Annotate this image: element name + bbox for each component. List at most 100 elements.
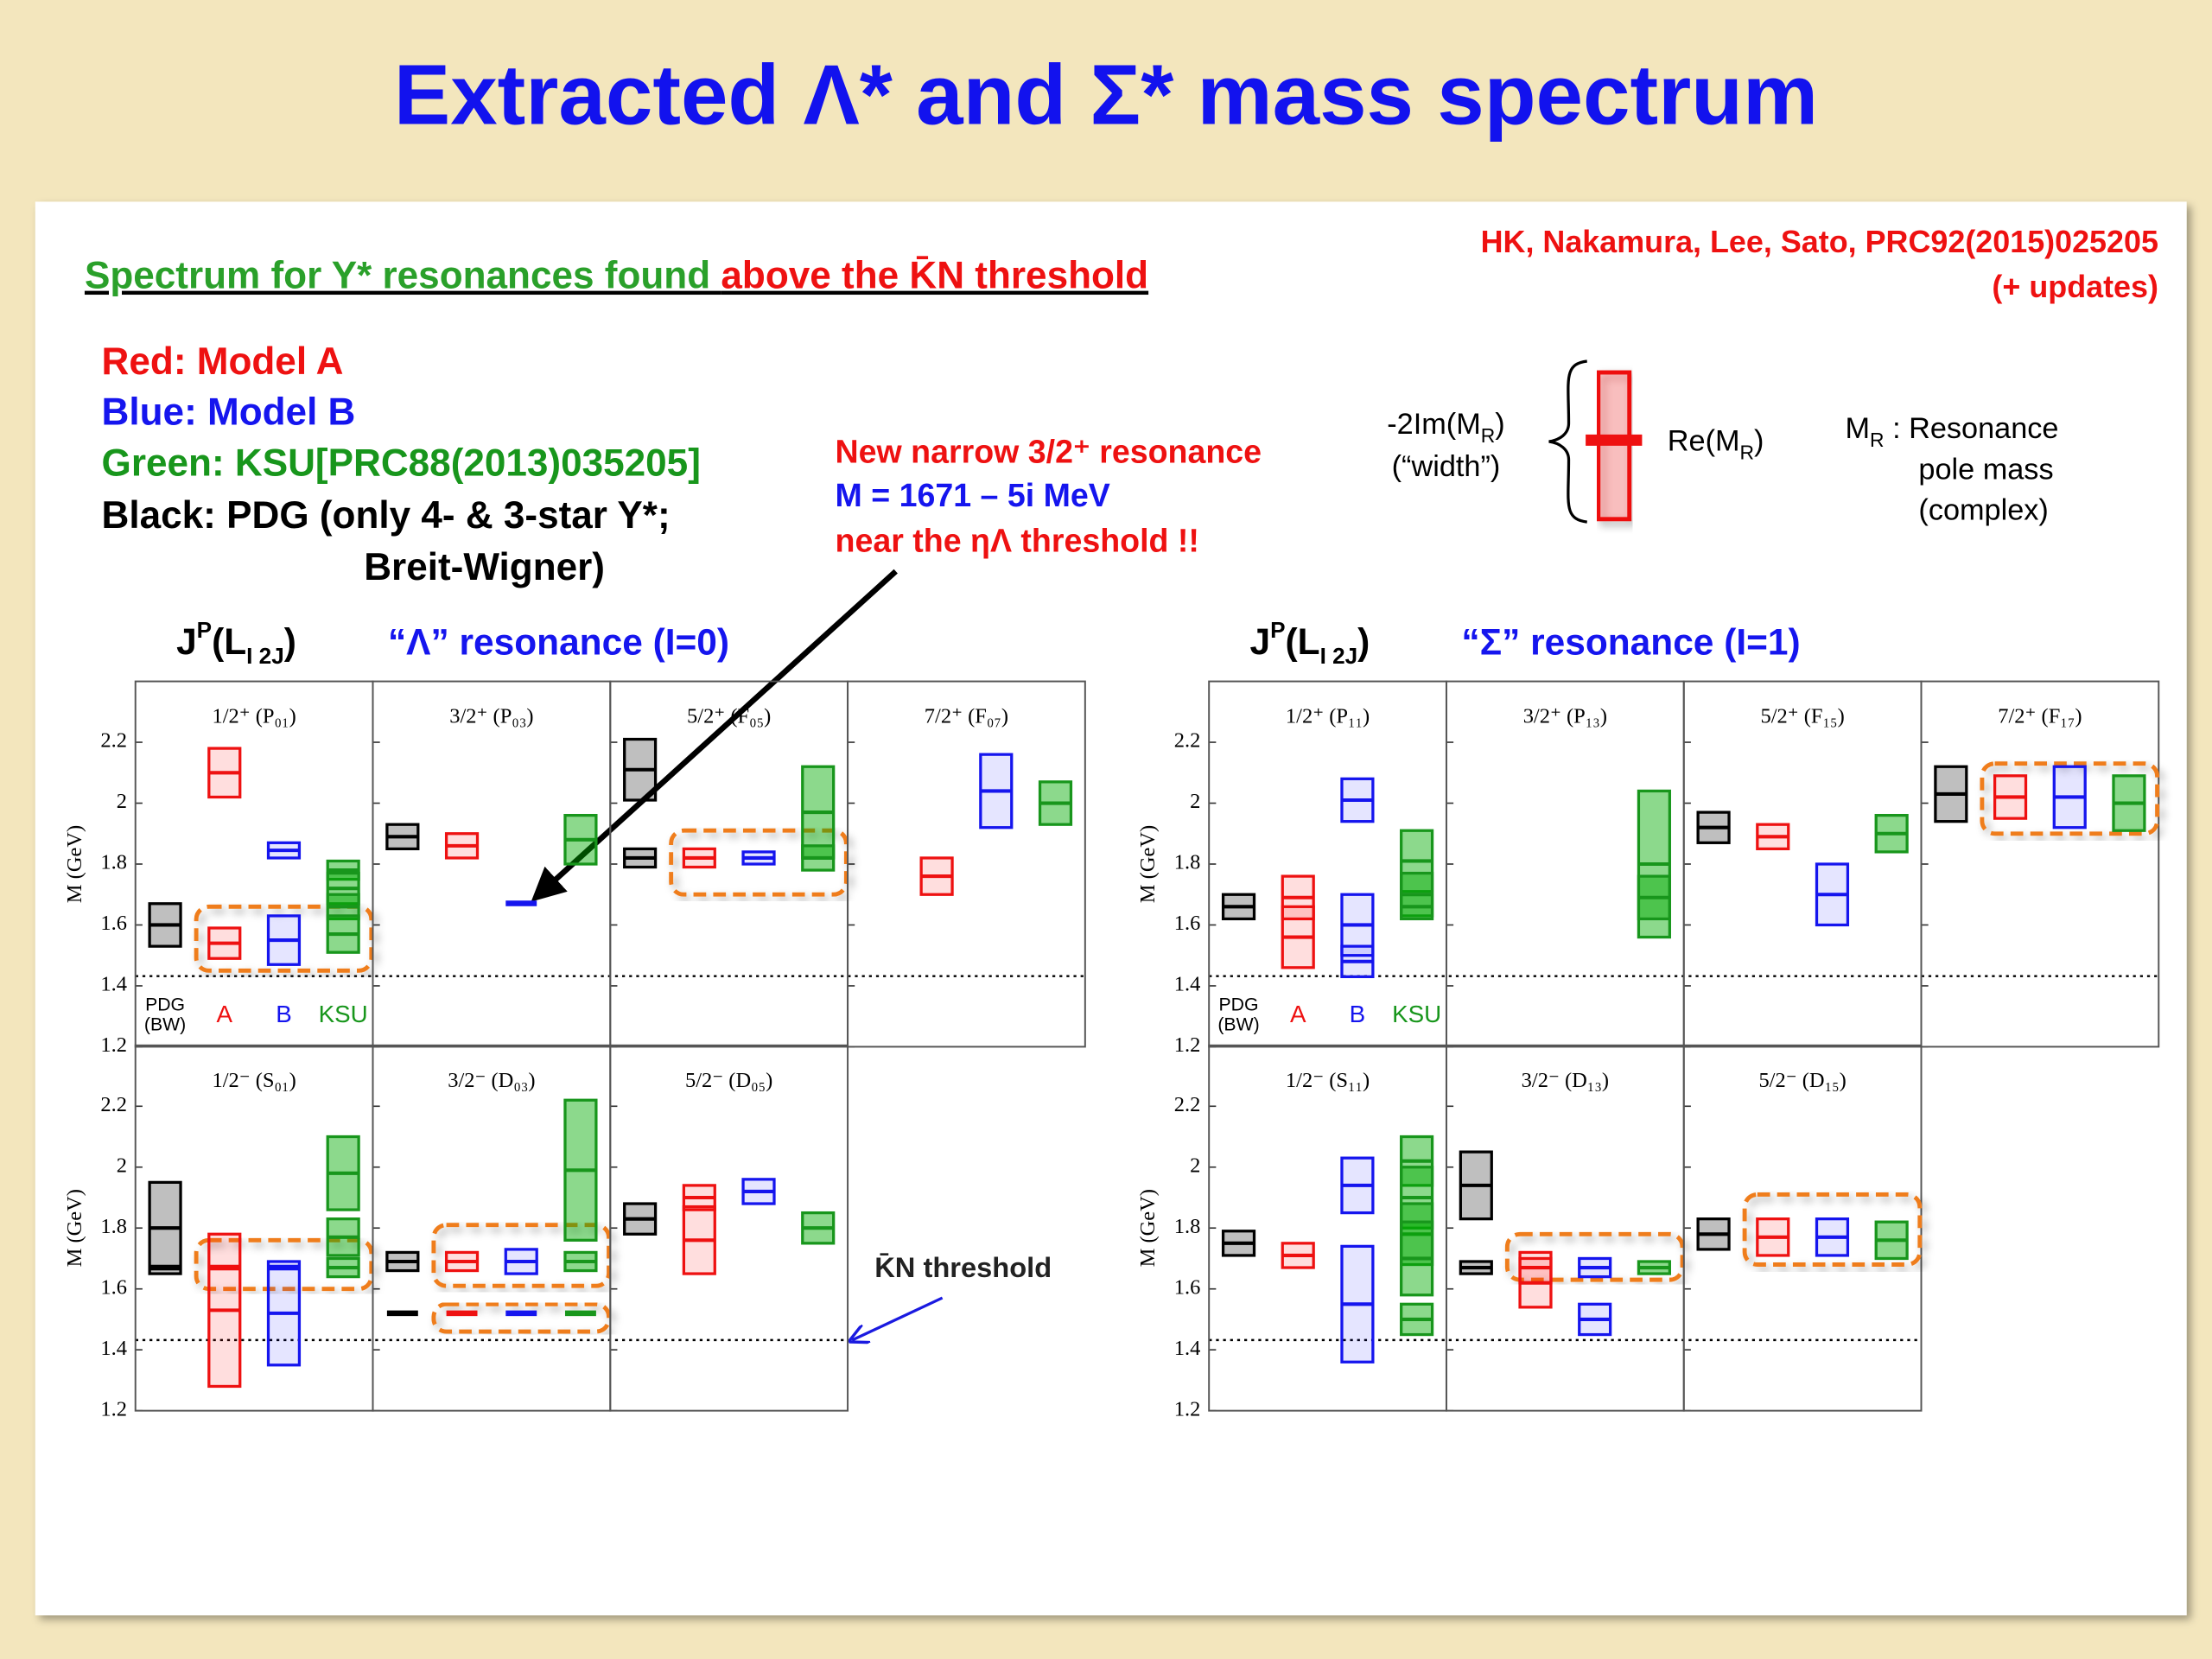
legend-line: Blue: Model B xyxy=(102,391,356,434)
highlight xyxy=(431,1301,612,1334)
y-tick-label: 1.6 xyxy=(1174,912,1201,935)
y-tick-label: 2 xyxy=(1190,1154,1200,1177)
y-tick-label: 1.2 xyxy=(1174,1397,1201,1421)
y-tick-label: 2.2 xyxy=(1174,1093,1201,1116)
y-axis-label: M (GeV) xyxy=(1136,825,1160,903)
panel-label: 1/2⁺ (P₁₁) xyxy=(1286,705,1370,728)
header-part: (L xyxy=(212,621,246,662)
series-label: PDG xyxy=(1219,995,1259,1015)
header-part: I 2J xyxy=(1320,643,1358,669)
panel-label: 3/2⁺ (P₁₃) xyxy=(1523,705,1607,728)
y-tick-label: 1.8 xyxy=(1174,851,1201,874)
y-tick-label: 2 xyxy=(117,790,127,813)
slide-title: Extracted Λ* and Σ* mass spectrum xyxy=(394,47,1818,142)
chart-header: JP(LI 2J) xyxy=(1250,617,1370,669)
panel-label: 5/2⁻ (D₀₅) xyxy=(685,1069,772,1092)
highlight xyxy=(1504,1231,1685,1282)
y-axis-label: M (GeV) xyxy=(63,825,86,903)
series-label: A xyxy=(217,1001,233,1027)
brace xyxy=(1548,359,1587,524)
annotation: near the ηΛ threshold !! xyxy=(836,522,1199,558)
panel-label: 1/2⁻ (S₀₁) xyxy=(212,1069,296,1092)
panel-frame xyxy=(847,680,1086,1048)
series-label: B xyxy=(276,1001,292,1027)
header-part: I 2J xyxy=(246,643,284,669)
y-axis-label: M (GeV) xyxy=(63,1189,86,1267)
y-tick-label: 2 xyxy=(1190,790,1200,813)
threshold-label: K̄N threshold xyxy=(874,1251,1052,1283)
series-label: KSU xyxy=(319,1001,368,1027)
panel-label: 1/2⁺ (P₀₁) xyxy=(212,705,296,728)
y-tick-label: 1.4 xyxy=(100,973,127,996)
panel-label: 7/2⁺ (F₁₇) xyxy=(1998,705,2082,728)
re-label: Re(MR) xyxy=(1668,425,1764,464)
y-tick-label: 1.4 xyxy=(1174,1337,1201,1360)
text: -2Im(M xyxy=(1387,408,1481,441)
subtitle: Spectrum for Y* resonances found above t… xyxy=(85,254,1148,296)
panel-label: 1/2⁻ (S₁₁) xyxy=(1286,1069,1370,1092)
y-tick-label: 2.2 xyxy=(1174,729,1201,753)
threshold-arrow xyxy=(852,1296,944,1340)
text: Re(M xyxy=(1668,425,1740,458)
chart-header: JP(LI 2J) xyxy=(176,617,296,669)
reference: (+ updates) xyxy=(1992,269,2158,304)
mr-label: MR : Resonance xyxy=(1846,412,2059,451)
subscript: R xyxy=(1870,429,1885,451)
legend-line: Breit-Wigner) xyxy=(364,546,605,588)
y-tick-label: 2.2 xyxy=(100,729,127,753)
legend-line: Green: KSU[PRC88(2013)035205] xyxy=(102,442,701,484)
header-part: J xyxy=(176,621,197,662)
panel-label: 5/2⁺ (F₀₅) xyxy=(687,705,771,728)
y-tick-label: 1.2 xyxy=(1174,1033,1201,1057)
highlight xyxy=(1980,761,2160,836)
y-tick-label: 1.8 xyxy=(100,851,127,874)
content-panel xyxy=(35,201,2187,1616)
y-tick-label: 1.6 xyxy=(1174,1275,1201,1299)
annotation: M = 1671 – 5i MeV xyxy=(836,477,1110,513)
subtitle-green: Spectrum for Y* resonances found xyxy=(85,254,721,296)
header-part: (L xyxy=(1286,621,1320,662)
header-part: ) xyxy=(1357,621,1370,662)
y-tick-label: 2.2 xyxy=(100,1093,127,1116)
panel-frame xyxy=(1920,680,2160,1048)
panel-label: 3/2⁻ (D₁₃) xyxy=(1522,1069,1609,1092)
series-label: KSU xyxy=(1392,1001,1441,1027)
series-label: A xyxy=(1290,1001,1306,1027)
text: ) xyxy=(1495,408,1504,441)
highlight xyxy=(194,904,374,973)
highlight xyxy=(1742,1192,1923,1267)
legend-box xyxy=(1596,370,1632,522)
subtitle-red: above the K̄N threshold xyxy=(721,254,1148,296)
y-tick-label: 1.4 xyxy=(1174,973,1201,996)
highlight xyxy=(194,1237,374,1292)
header-part: P xyxy=(1270,617,1285,643)
text: ) xyxy=(1754,425,1764,458)
reference: HK, Nakamura, Lee, Sato, PRC92(2015)0252… xyxy=(1481,224,2158,259)
im-label: -2Im(MR) xyxy=(1387,408,1504,447)
series-label: B xyxy=(1350,1001,1366,1027)
chart: JP(LI 2J) “Λ” resonance (I=0) M (GeV) 1.2 1.… xyxy=(63,617,1086,1421)
highlight xyxy=(431,1223,612,1288)
subscript: R xyxy=(1481,424,1495,447)
y-tick-label: 1.2 xyxy=(100,1033,127,1057)
y-tick-label: 2 xyxy=(117,1154,127,1177)
text: M xyxy=(1846,412,1871,445)
series-label: PDG xyxy=(145,995,185,1015)
subscript: R xyxy=(1740,442,1754,464)
chart: JP(LI 2J) “Σ” resonance (I=1) M (GeV) 1.2 1.… xyxy=(1136,617,2160,1421)
chart-title: “Σ” resonance (I=1) xyxy=(1461,621,1800,662)
annotation: New narrow 3/2⁺ resonance xyxy=(836,434,1262,470)
panel-label: 3/2⁺ (P₀₃) xyxy=(449,705,533,728)
width-word: (“width”) xyxy=(1392,450,1501,483)
panel-label: 5/2⁺ (F₁₅) xyxy=(1760,705,1844,728)
y-axis-label: M (GeV) xyxy=(1136,1189,1160,1267)
panel-label: 3/2⁻ (D₀₃) xyxy=(448,1069,535,1092)
y-tick-label: 1.8 xyxy=(1174,1215,1201,1238)
y-tick-label: 1.8 xyxy=(100,1215,127,1238)
header-part: ) xyxy=(284,621,296,662)
y-tick-label: 1.2 xyxy=(100,1397,127,1421)
series-label: (BW) xyxy=(1217,1015,1259,1035)
header-part: J xyxy=(1250,621,1271,662)
